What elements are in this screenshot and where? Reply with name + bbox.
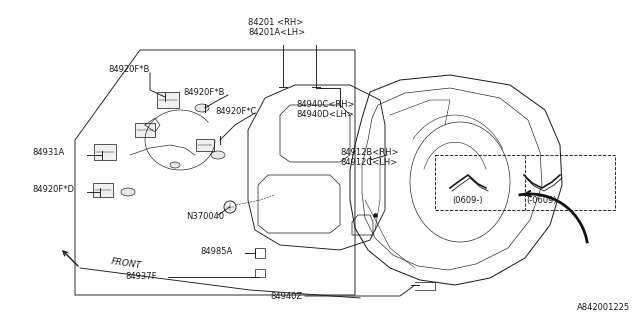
Bar [255,248,265,258]
Text: 84920F*D: 84920F*D [32,185,74,194]
Text: 84912B<RH>: 84912B<RH> [340,148,399,157]
Text: 84940Z: 84940Z [270,292,302,301]
Ellipse shape [211,151,225,159]
Text: 84931A: 84931A [32,148,64,157]
Text: N370040: N370040 [186,212,224,221]
Text: 84920F*B: 84920F*B [108,65,149,74]
Text: (0609-): (0609-) [452,196,483,205]
Text: (-0609): (-0609) [527,196,557,205]
Ellipse shape [121,188,135,196]
Bar [196,139,214,151]
Text: 84920F*C: 84920F*C [215,107,257,116]
Text: 84201 <RH>: 84201 <RH> [248,18,303,27]
Text: 84937F: 84937F [125,272,157,281]
Text: 84201A<LH>: 84201A<LH> [248,28,305,37]
Ellipse shape [170,162,180,168]
Text: FRONT: FRONT [110,257,141,270]
Bar [135,123,155,137]
Bar [435,155,615,210]
Bar [157,92,179,108]
Bar [94,144,116,160]
Ellipse shape [195,104,209,112]
Text: 84985A: 84985A [200,247,232,256]
Text: 84940D<LH>: 84940D<LH> [296,110,354,119]
Bar [93,183,113,197]
Text: 84912C<LH>: 84912C<LH> [340,158,397,167]
Text: 84920F*B: 84920F*B [183,88,225,97]
Text: A842001225: A842001225 [577,303,630,312]
Bar [255,269,265,277]
Text: 84940C<RH>: 84940C<RH> [296,100,355,109]
